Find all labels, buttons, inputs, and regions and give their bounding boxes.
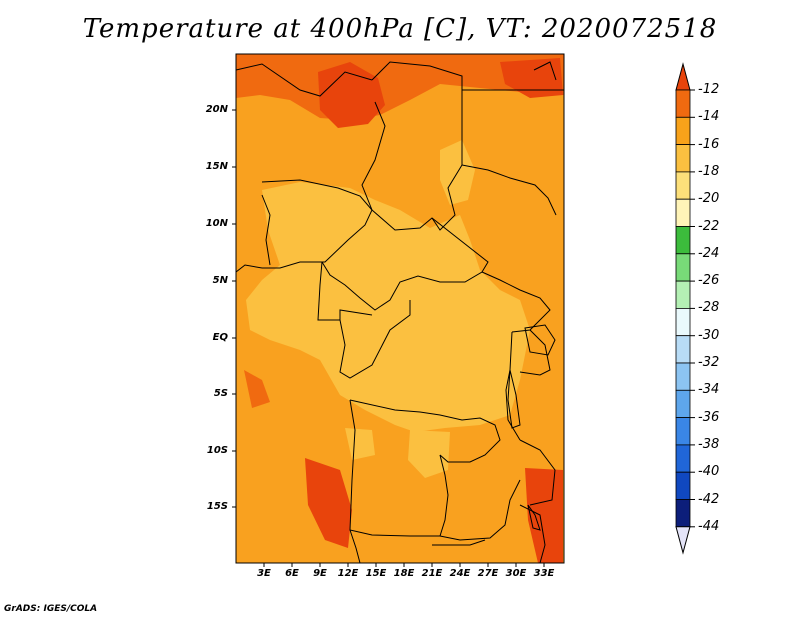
lat-label: 10S [206,445,228,456]
red-sea-coast [533,61,557,81]
lon-label: 3E [257,568,271,579]
lon-label: 18E [393,568,415,579]
lon-label: 12E [337,568,359,579]
colorbar-label: -16 [698,136,720,152]
border-libya [371,61,463,120]
lat-ticks [232,109,236,508]
colorbar-swatch [675,226,691,255]
colorbar-swatch [675,389,691,418]
lake-malawi [527,504,541,531]
border-chad-west [361,101,386,211]
border-west-coast [235,264,263,273]
border-mozambique [519,504,546,564]
lon-label: 6E [285,568,299,579]
border-nigeria [261,179,373,269]
colorbar-label: -18 [698,163,720,179]
border-tanzania [519,439,556,506]
colorbar-label: -20 [698,191,720,207]
colorbar-label: -28 [698,300,720,316]
country-borders [235,61,564,564]
colorbar-label: -22 [698,218,720,234]
lon-ticks [263,563,545,567]
lat-label: 15S [206,501,228,512]
lat-label: 10N [205,218,228,229]
colorbar-label: -44 [698,518,720,534]
border-botswana [432,539,486,546]
colorbar-swatch [675,444,691,473]
map-frame [235,53,565,564]
lon-label: 33E [533,568,555,579]
border-drc-south [349,399,501,463]
colorbar-cap-bottom [675,526,691,555]
lat-label: 5N [212,275,228,286]
lon-label: 21E [421,568,443,579]
colorbar-swatch [675,280,691,309]
chart-title: Temperature at 400hPa [C], VT: 202007251… [82,14,718,44]
border-benin [261,194,271,266]
border-cameroon [317,261,373,321]
colorbar-swatch [675,362,691,391]
border-namibia [349,529,361,564]
border-chad-sudan [431,120,463,231]
lat-label: 5S [213,388,228,399]
colorbar-swatch [675,116,691,146]
colorbar-label: -40 [698,464,720,480]
colorbar-label: -24 [698,245,720,261]
colorbar-swatch [675,253,691,282]
colorbar-cap-top [675,62,691,91]
hot-region-se [525,468,563,563]
lon-label: 24E [449,568,471,579]
colorbar-swatch [675,499,691,528]
colorbar-swatch [675,335,691,364]
colorbar [675,62,695,555]
cool-region-south [408,430,450,478]
colorbar-swatch [675,171,691,200]
colorbar-swatch [675,144,691,173]
lake-tanganyika [507,369,521,429]
credit-text: GrADS: IGES/COLA [4,604,98,614]
colorbar-label: -36 [698,409,720,425]
lon-label: 15E [365,568,387,579]
colorbar-swatch [675,471,691,500]
colorbar-label: -14 [698,109,720,125]
colorbar-label: -30 [698,327,720,343]
lat-label: EQ [212,332,228,343]
colorbar-label: -34 [698,382,720,398]
border-uganda-kenya [519,329,551,376]
colorbar-label: -12 [698,82,720,97]
border-zambia [439,479,521,541]
lat-label: 15N [205,161,228,172]
lon-label: 9E [313,568,327,579]
hot-region-ne [500,58,563,98]
map-panel [236,54,564,563]
colorbar-label: -38 [698,436,720,452]
border-car [321,209,489,311]
border-east-1 [461,164,557,216]
lon-label: 30E [505,568,527,579]
colorbar-swatch [675,307,691,337]
border-angola-east [439,454,449,537]
border-congo [339,300,411,379]
border-algeria-niger [235,63,373,97]
lake-victoria [524,324,556,356]
cool-region-central [246,182,530,432]
warm-region-north [236,54,564,120]
colorbar-swatch [675,89,691,118]
hot-region-sw [305,458,352,548]
cool-region-small [345,428,375,460]
colorbar-label: -42 [698,491,720,507]
colorbar-label: -26 [698,273,720,289]
colorbar-swatch [675,198,691,227]
colorbar-swatch [675,417,691,446]
lat-label: 20N [205,104,228,115]
colorbar-label: -32 [698,355,720,370]
hot-region-west [244,370,270,408]
lon-label: 27E [477,568,499,579]
